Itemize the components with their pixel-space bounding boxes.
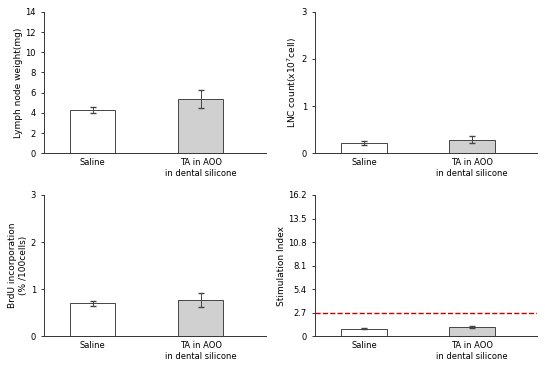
Bar (449, 139, 494, 153)
Bar (449, 327, 494, 337)
Y-axis label: BrdU incorporation
(% /100cells): BrdU incorporation (% /100cells) (8, 223, 28, 308)
Bar (341, 143, 386, 153)
Y-axis label: Stimulation Index: Stimulation Index (277, 226, 286, 306)
Y-axis label: Lymph node weight(mg): Lymph node weight(mg) (14, 27, 22, 138)
Bar (70, 110, 116, 153)
Bar (70, 303, 116, 337)
Bar (178, 99, 223, 153)
Y-axis label: LNC count(x10$^7$cell): LNC count(x10$^7$cell) (286, 37, 299, 128)
Bar (341, 328, 386, 337)
Bar (178, 300, 223, 337)
